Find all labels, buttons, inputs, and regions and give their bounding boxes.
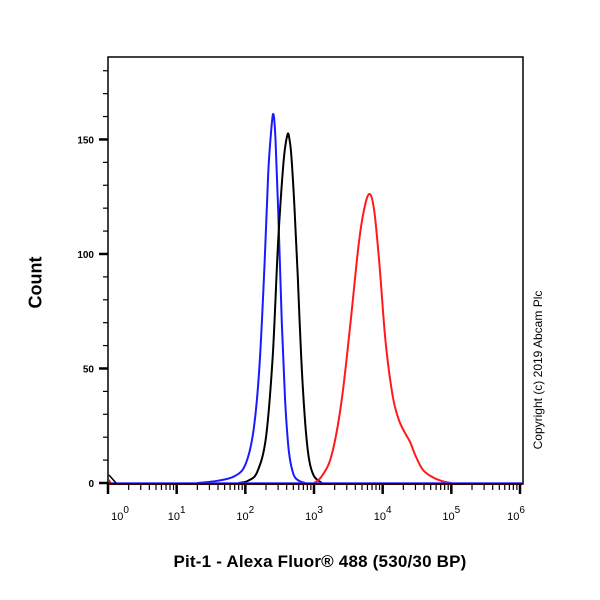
y-tick-label: 0 bbox=[88, 479, 94, 490]
copyright-text: Copyright (c) 2019 Abcam Plc bbox=[531, 290, 545, 450]
red-histogram-curve bbox=[313, 193, 452, 484]
x-tick-label: 105 bbox=[442, 505, 460, 523]
y-axis-ticks: 0 50 100 150 bbox=[77, 70, 108, 490]
black-histogram-curve bbox=[238, 132, 323, 484]
y-tick-label: 50 bbox=[83, 364, 95, 375]
y-axis-label: Count bbox=[25, 256, 46, 309]
x-tick-label: 102 bbox=[236, 505, 254, 523]
x-axis-ticks: 100 101 102 103 104 105 106 bbox=[106, 483, 525, 523]
left-edge-fill bbox=[109, 479, 112, 483]
left-edge-spike bbox=[108, 474, 117, 484]
plot-frame bbox=[107, 56, 524, 485]
x-tick-label: 100 bbox=[111, 505, 129, 523]
x-axis-label: Pit-1 - Alexa Fluor® 488 (530/30 BP) bbox=[173, 552, 467, 571]
histogram-curves bbox=[108, 112, 522, 485]
x-tick-label: 103 bbox=[305, 505, 323, 523]
x-tick-label: 106 bbox=[507, 505, 525, 523]
blue-histogram-curve bbox=[197, 112, 306, 484]
x-tick-label: 104 bbox=[374, 505, 392, 523]
y-tick-label: 150 bbox=[77, 135, 94, 146]
x-tick-label: 101 bbox=[168, 505, 186, 523]
y-tick-label: 100 bbox=[77, 250, 94, 261]
